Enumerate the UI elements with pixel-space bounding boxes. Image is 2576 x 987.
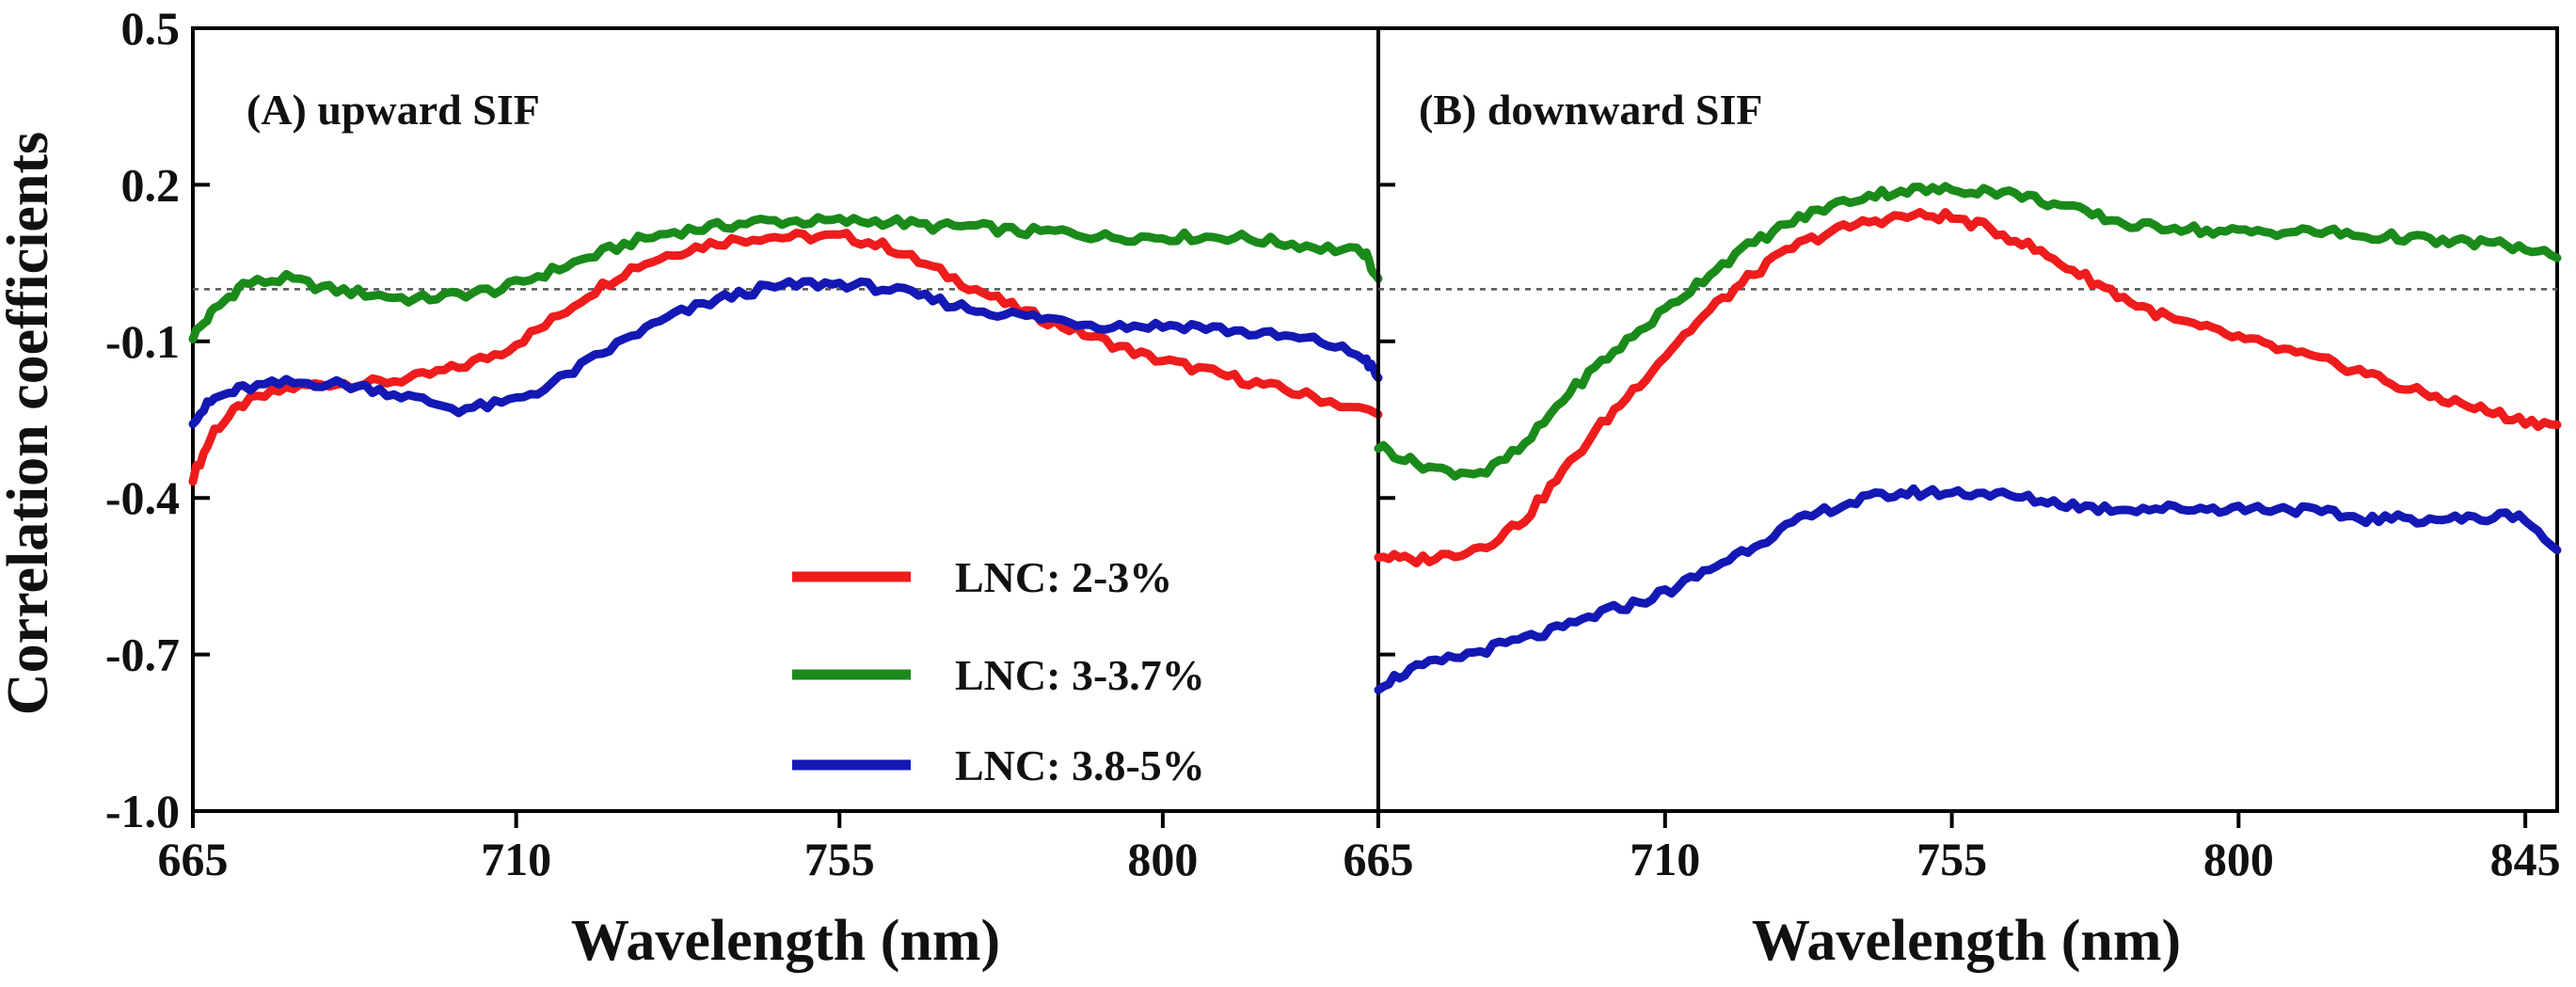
x-tick-label: 710 [481, 833, 551, 885]
panel-a-x-ticks: 665 710 755 800 [158, 811, 1198, 885]
legend-label: LNC: 3-3.7% [955, 651, 1205, 699]
panel-b-frame [1376, 26, 2559, 813]
y-tick-label: -0.7 [105, 629, 180, 681]
panel-b-y-ticks [1378, 26, 1395, 813]
panel-a-x-axis-title: Wavelength (nm) [571, 909, 1000, 973]
y-tick-label: -0.1 [105, 315, 180, 368]
series-line-lnc-2-3- [1374, 208, 2562, 568]
x-tick-label: 800 [1127, 833, 1198, 885]
panel-a-title: (A) upward SIF [246, 86, 540, 134]
x-tick-label: 755 [804, 833, 875, 885]
x-tick-label: 710 [1630, 833, 1700, 885]
panel-a-series [188, 213, 1383, 486]
panel-a: 0.5 0.2 -0.1 -0.4 -0.7 -1.0 665 710 755 800 (A) … [105, 2, 1383, 973]
panel-b-x-ticks: 665 710 755 800 845 [1344, 811, 2561, 885]
panel-b: 665 710 755 800 845 (B) downward SIF Wavelen… [1344, 26, 2562, 973]
legend-label: LNC: 2-3% [955, 553, 1172, 601]
x-tick-label: 755 [1916, 833, 1987, 885]
series-line-lnc-3-3-7- [1374, 182, 2562, 481]
panel-b-series [1374, 182, 2562, 694]
y-tick-label: -1.0 [105, 785, 180, 837]
legend: LNC: 2-3% LNC: 3-3.7% LNC: 3.8-5% [792, 553, 1205, 789]
x-tick-label: 665 [1344, 833, 1414, 885]
panel-b-x-axis-title: Wavelength (nm) [1752, 909, 2181, 973]
series-line-lnc-3-3-7- [188, 213, 1383, 343]
series-line-lnc-3-8-5- [1374, 484, 2562, 694]
legend-label: LNC: 3.8-5% [955, 741, 1205, 789]
x-tick-label: 665 [158, 833, 229, 885]
legend-entry: LNC: 3-3.7% [792, 651, 1205, 699]
x-tick-label: 845 [2490, 833, 2561, 885]
legend-entry: LNC: 3.8-5% [792, 741, 1205, 789]
y-axis-title: Correlation coefficients [0, 132, 60, 715]
panel-b-title: (B) downward SIF [1419, 86, 1763, 134]
series-line-lnc-3-8-5- [188, 277, 1383, 429]
y-tick-label: 0.5 [121, 2, 181, 55]
panel-a-y-ticks: 0.5 0.2 -0.1 -0.4 -0.7 -1.0 [105, 2, 210, 837]
x-tick-label: 800 [2203, 833, 2274, 885]
legend-entry: LNC: 2-3% [792, 553, 1172, 601]
y-tick-label: 0.2 [121, 158, 181, 211]
y-tick-label: -0.4 [105, 471, 180, 524]
